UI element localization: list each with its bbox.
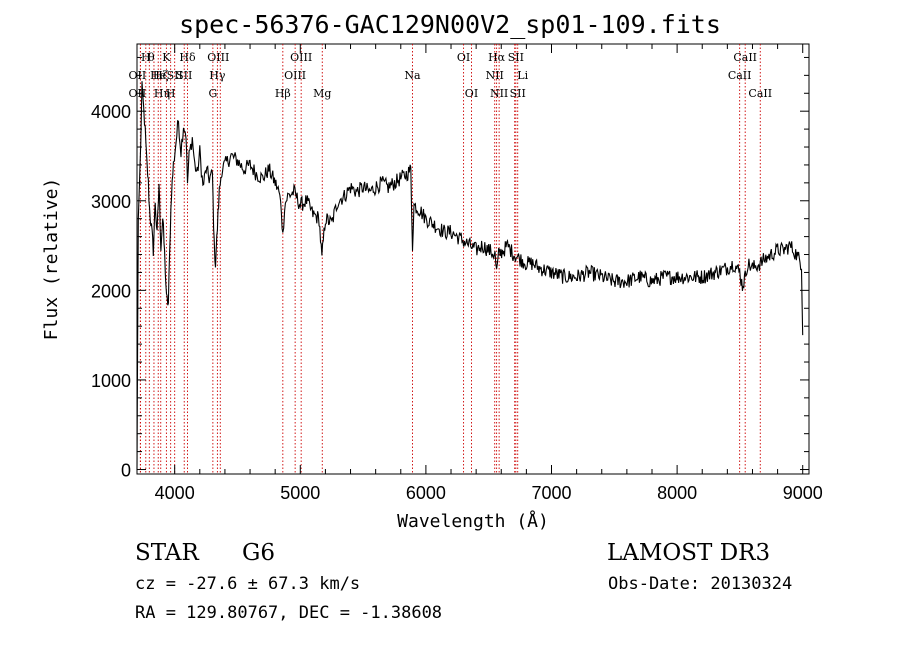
line-label-hζ: Hζ (153, 69, 169, 82)
y-tick-label: 3000 (91, 192, 131, 212)
x-axis-label: Wavelength (Å) (397, 510, 549, 532)
line-label-hδ: Hδ (179, 51, 196, 64)
line-label-sii: SII (508, 51, 524, 64)
redshift-readout: cz = -27.6 ± 67.3 km/s (135, 574, 361, 594)
line-label-oiii: OIII (284, 69, 306, 82)
object-class: STAR (135, 540, 199, 566)
x-tick-label: 6000 (406, 483, 446, 503)
line-label-h: H (141, 51, 151, 64)
chart-title: spec-56376-GAC129N00V2_sp01-109.fits (179, 10, 721, 39)
spectrum-trace (136, 81, 804, 470)
line-label-oiii: OIII (207, 51, 229, 64)
coordinates: RA = 129.80767, DEC = -1.38608 (135, 603, 443, 623)
y-tick-label: 1000 (91, 371, 131, 391)
x-tick-label: 9000 (783, 483, 823, 503)
line-label-oi: OI (465, 87, 478, 100)
line-label-sii: SII (176, 69, 192, 82)
line-label-caii: CaII (748, 87, 772, 100)
line-label-oiii: OIII (290, 51, 312, 64)
line-label-oii: OII (129, 69, 147, 82)
survey-name: LAMOST DR3 (607, 540, 771, 566)
plot-frame (136, 43, 810, 475)
line-label-oii: OII (129, 87, 147, 100)
object-subclass: G6 (242, 540, 276, 566)
line-label-sii: SII (510, 87, 526, 100)
line-label-hα: Hα (488, 51, 506, 64)
x-tick-label: 7000 (531, 483, 571, 503)
obs-date: Obs-Date: 20130324 (608, 574, 793, 594)
line-label-hγ: Hγ (209, 69, 226, 82)
line-label-h: H (166, 87, 176, 100)
y-axis-label: Flux (relative) (41, 178, 62, 341)
y-tick-label: 0 (121, 461, 131, 481)
x-tick-label: 8000 (657, 483, 697, 503)
x-tick-label: 4000 (155, 483, 195, 503)
line-label-li: Li (517, 69, 528, 82)
x-tick-label: 5000 (280, 483, 320, 503)
y-tick-label: 2000 (91, 281, 131, 301)
line-label-caii: CaII (728, 69, 752, 82)
line-label-θ: θ (148, 51, 155, 64)
line-label-na: Na (404, 69, 421, 82)
line-label-k: K (162, 51, 171, 64)
line-label-sii: SII (167, 69, 183, 82)
line-label-g: G (208, 87, 217, 100)
line-label-caii: CaII (733, 51, 757, 64)
line-label-hβ: Hβ (275, 87, 291, 100)
line-label-oi: OI (457, 51, 470, 64)
line-label-he: He (150, 69, 166, 82)
line-label-hη: Hη (154, 87, 170, 100)
y-tick-label: 4000 (91, 102, 131, 122)
line-label-nii: NII (490, 87, 508, 100)
line-label-nii: NII (486, 69, 504, 82)
line-label-mg: Mg (313, 87, 331, 100)
